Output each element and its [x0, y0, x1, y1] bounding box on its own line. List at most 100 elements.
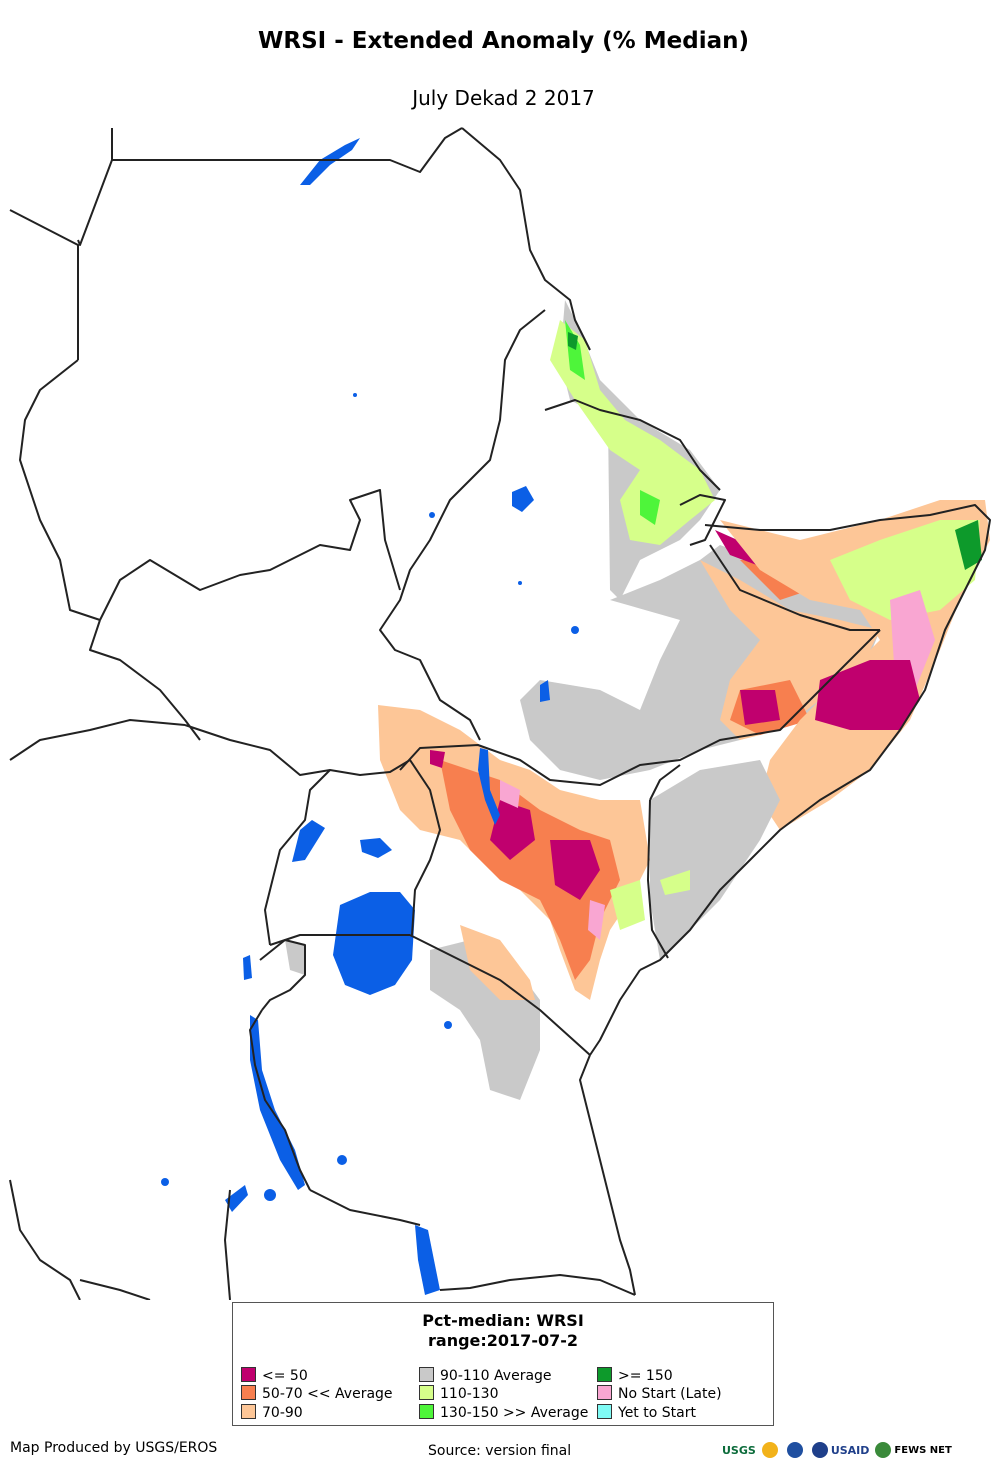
border-eritrea-ethiopia	[544, 399, 721, 491]
border-zambia-drc	[224, 1189, 231, 1301]
region-70-90-tanzania	[460, 925, 535, 1000]
legend-box: Pct-median: WRSI range:2017-07-2 <= 50 5…	[232, 1302, 774, 1426]
lake-turkana	[478, 748, 500, 825]
border-kenya-tanzania	[409, 934, 591, 1056]
border-southsudan-car	[89, 619, 201, 741]
border-sw-zambia	[79, 1279, 151, 1301]
border-kenya-coast	[589, 969, 641, 1056]
lake-abaya	[540, 680, 550, 702]
legend-swatch	[419, 1367, 434, 1382]
legend-swatch	[597, 1367, 612, 1382]
legend-swatch	[597, 1404, 612, 1419]
produced-by-credit: Map Produced by USGS/EROS	[10, 1440, 218, 1456]
border-libya-chad	[9, 209, 79, 360]
map-title: WRSI - Extended Anomaly (% Median)	[258, 28, 749, 54]
region-nostart-kenya	[500, 780, 605, 940]
legend-label: >= 150	[618, 1368, 673, 1384]
source-note: Source: version final	[428, 1443, 572, 1459]
lake-kivu	[243, 955, 252, 980]
region-le50-somalia	[815, 660, 920, 730]
border-layer	[9, 127, 991, 1301]
region-average-ugandaedge	[285, 940, 305, 975]
legend-item-70-90: 70-90	[241, 1404, 303, 1421]
partner-logos: USGS USAID FEWS NET	[722, 1436, 952, 1464]
legend-title-line2: range:2017-07-2	[428, 1331, 578, 1350]
lake-nasser	[300, 138, 360, 185]
lake-tana	[512, 486, 534, 512]
legend-item-le50: <= 50	[241, 1367, 308, 1384]
legend-item-50-70: 50-70 << Average	[241, 1385, 393, 1402]
legend-swatch	[241, 1367, 256, 1382]
border-ethiopia-somalia	[709, 544, 880, 631]
legend-item-110-130: 110-130	[419, 1385, 499, 1402]
border-tanzania-zambia	[309, 1189, 421, 1226]
border-uganda-kenya	[409, 759, 441, 936]
lake-kyoga	[360, 838, 392, 858]
lake-victoria	[333, 892, 415, 995]
legend-label: 50-70 << Average	[262, 1386, 393, 1402]
noaa-seal-icon	[786, 1442, 803, 1458]
border-sudan-chad	[19, 359, 101, 621]
border-southsudan-drc	[184, 724, 411, 776]
legend-swatch	[597, 1385, 612, 1400]
border-tanzania-mozambique	[439, 1274, 636, 1296]
border-southsudan-kenya	[399, 629, 881, 786]
legend-swatch	[241, 1404, 256, 1419]
region-average-somalia-south	[650, 760, 780, 960]
region-110-130-eritrea	[550, 320, 715, 545]
map-subtitle: July Dekad 2 2017	[412, 86, 595, 110]
border-red-sea-coast	[461, 127, 591, 351]
legend-label: No Start (Late)	[618, 1386, 722, 1402]
legend-item-130-150: 130-150 >> Average	[419, 1404, 588, 1421]
chc-drop-icon	[761, 1442, 778, 1458]
border-rwanda-burundi	[259, 939, 306, 1011]
usgs-logo: USGS	[722, 1443, 756, 1457]
legend-item-yettostart: Yet to Start	[597, 1404, 696, 1421]
legend-label: 70-90	[262, 1405, 303, 1421]
usaid-logo: USAID	[811, 1442, 869, 1458]
region-110-130-somalia	[830, 520, 980, 620]
legend-item-ge150: >= 150	[597, 1367, 673, 1384]
border-djibouti	[679, 494, 726, 546]
border-egypt-sudan	[112, 127, 463, 173]
border-tanzania-coast	[579, 1054, 636, 1296]
noaa-logo	[786, 1442, 806, 1458]
legend-label: <= 50	[262, 1368, 308, 1384]
border-egypt-libya	[77, 128, 113, 246]
border-sudan-southsudan	[99, 489, 401, 621]
region-150-eritrea	[568, 332, 578, 350]
fewsnet-logo: FEWS NET	[875, 1442, 952, 1458]
border-kenya-somalia	[649, 764, 681, 801]
border-sudan-ethiopia	[379, 309, 546, 741]
region-le50-kenya	[430, 750, 600, 900]
legend-swatch	[419, 1404, 434, 1419]
map-svg	[9, 127, 991, 1301]
legend-swatch	[419, 1385, 434, 1400]
legend-label: 130-150 >> Average	[440, 1405, 589, 1421]
border-tanzania-drc	[249, 1009, 311, 1191]
legend-swatch	[241, 1385, 256, 1400]
usaid-seal-icon	[811, 1442, 828, 1458]
legend-item-90-110: 90-110 Average	[419, 1367, 552, 1384]
lake-rukwa	[225, 1185, 248, 1212]
chc-logo	[761, 1442, 781, 1458]
border-kenya-somalia-south	[647, 799, 669, 959]
legend-label: Yet to Start	[618, 1405, 696, 1421]
region-110-130-kenya	[610, 870, 690, 930]
border-somalia-coast	[639, 504, 991, 971]
water-layer	[161, 138, 579, 1295]
region-50-70-kenya	[440, 760, 620, 980]
lake-albert	[292, 820, 325, 862]
legend-item-nostart: No Start (Late)	[597, 1385, 722, 1402]
fewsnet-globe-icon	[875, 1442, 892, 1458]
legend-title-line1: Pct-median: WRSI	[422, 1311, 584, 1330]
region-150-somalia	[955, 520, 982, 570]
legend-label: 110-130	[440, 1386, 499, 1402]
border-car-drc	[9, 719, 186, 761]
border-sw-angola	[9, 1179, 81, 1301]
map-canvas	[0, 125, 1007, 1301]
border-uganda-drc	[264, 769, 331, 946]
lake-malawi	[415, 1225, 440, 1295]
legend-label: 90-110 Average	[440, 1368, 552, 1384]
legend-title: Pct-median: WRSI range:2017-07-2	[233, 1311, 773, 1351]
